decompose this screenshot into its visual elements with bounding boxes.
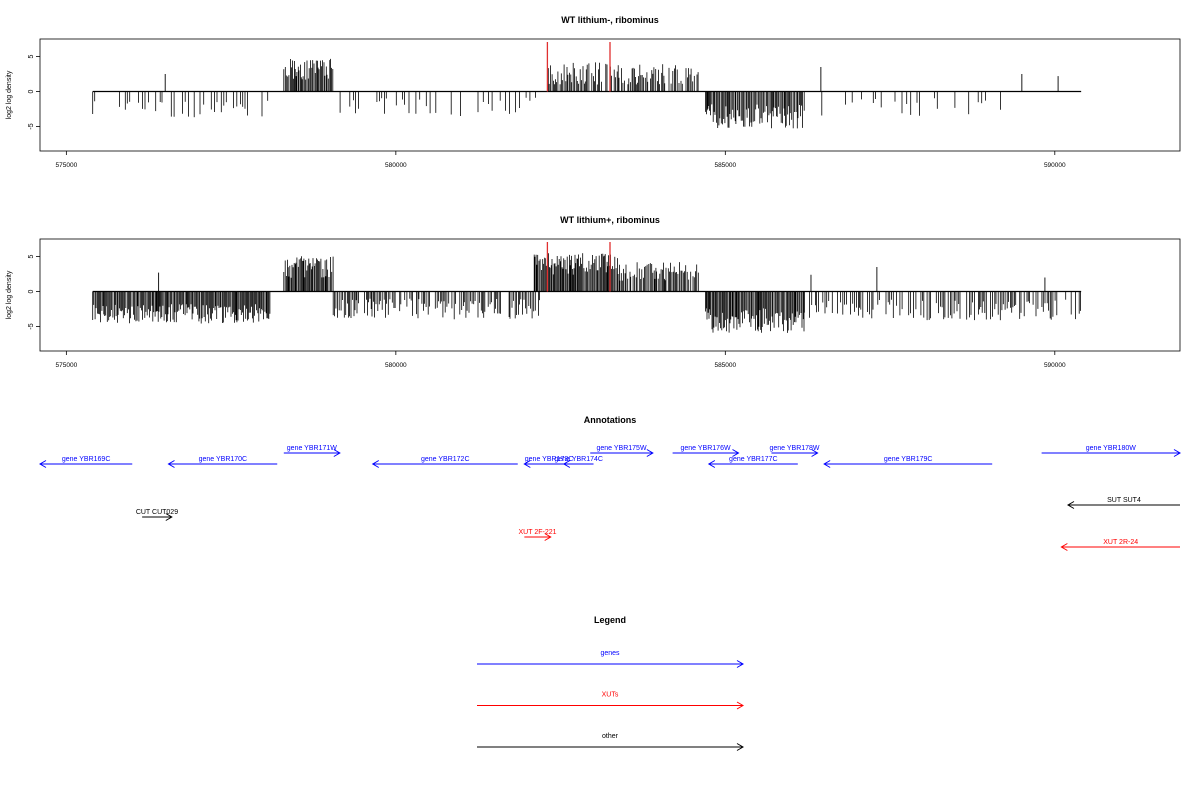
y-axis: -5 0 5 — [28, 54, 40, 130]
feature-label: CUT CUT029 — [136, 509, 178, 516]
y-axis: -5 0 5 — [28, 254, 40, 330]
x-axis: 575000 580000 585000 590000 — [56, 351, 1066, 369]
feature-label: gene YBR178W — [769, 445, 819, 452]
feature-label: gene YBR175W — [596, 445, 646, 452]
feature-label: gene YBR180W — [1086, 445, 1136, 452]
feature-arrow — [283, 449, 341, 457]
legend-label: genes — [600, 650, 620, 657]
x-tick-label: 575000 — [56, 162, 78, 169]
feature-arrow — [1060, 543, 1180, 551]
feature-arrow — [672, 449, 740, 457]
feature-arrow — [167, 460, 278, 468]
legend-title: Legend — [594, 615, 626, 625]
x-tick-label: 580000 — [385, 162, 407, 169]
y-tick-label: 5 — [28, 254, 35, 258]
feature-arrow — [590, 449, 654, 457]
legend-arrow — [477, 660, 744, 668]
feature-arrow — [1041, 449, 1181, 457]
feature-label: XUT 2R-24 — [1103, 539, 1138, 546]
feature-label: gene YBR177C — [729, 456, 778, 463]
density-bars — [92, 42, 1082, 129]
legend-items: genes XUTs other — [477, 650, 744, 751]
feature-arrow — [771, 449, 819, 457]
legend-label: XUTs — [602, 692, 619, 699]
y-tick-label: -5 — [28, 123, 35, 129]
feature-arrow — [707, 460, 798, 468]
feature-arrow — [562, 460, 594, 468]
x-tick-label: 590000 — [1044, 362, 1066, 369]
feature-arrow — [823, 460, 993, 468]
feature-arrows: gene YBR169C gene YBR170C gene YBR171W gene… — [39, 445, 1181, 551]
feature-label: gene YBR172C — [421, 456, 470, 463]
annotations-title: Annotations — [584, 415, 637, 425]
feature-arrow — [524, 533, 552, 541]
x-tick-label: 585000 — [714, 162, 736, 169]
y-tick-label: -5 — [28, 323, 35, 329]
panel-title: WT lithium+, ribominus — [560, 215, 660, 225]
legend-arrow — [477, 743, 744, 751]
feature-label: gene YBR169C — [62, 456, 111, 463]
legend: Legend genes XUTs other — [477, 615, 744, 751]
feature-arrow — [39, 460, 133, 468]
feature-label: gene YBR174C — [554, 456, 603, 463]
feature-label: gene YBR171W — [287, 445, 337, 452]
feature-arrow — [142, 513, 173, 521]
panel-title: WT lithium-, ribominus — [561, 15, 659, 25]
x-tick-label: 585000 — [714, 362, 736, 369]
legend-arrow — [477, 701, 744, 710]
feature-label: gene YBR173C — [525, 456, 574, 463]
x-axis: 575000 580000 585000 590000 — [56, 151, 1066, 169]
density-bars — [92, 242, 1082, 333]
panel-lithium-plus: WT lithium+, ribominus log2 log density … — [6, 215, 1181, 369]
x-tick-label: 580000 — [385, 362, 407, 369]
plot-frame — [39, 238, 1181, 352]
feature-label: gene YBR170C — [199, 456, 248, 463]
legend-label: other — [602, 733, 619, 740]
feature-arrow — [371, 460, 518, 468]
y-tick-label: 0 — [28, 89, 35, 93]
y-axis-label: log2 log density — [6, 70, 13, 119]
feature-label: gene YBR179C — [884, 456, 933, 463]
feature-label: gene YBR176W — [681, 445, 731, 452]
feature-arrow — [1066, 501, 1180, 509]
x-tick-label: 575000 — [56, 362, 78, 369]
x-tick-label: 590000 — [1044, 162, 1066, 169]
plot-frame — [39, 38, 1181, 152]
feature-label: XUT 2F-221 — [519, 529, 557, 536]
annotation-track: Annotations gene YBR169C gene YBR170Cgene… — [39, 415, 1181, 551]
panel-lithium-minus: WT lithium-, ribominus log2 log density … — [6, 15, 1181, 169]
feature-label: SUT SUT4 — [1107, 497, 1141, 504]
y-tick-label: 0 — [28, 289, 35, 293]
y-axis-label: log2 log density — [6, 270, 13, 319]
y-tick-label: 5 — [28, 54, 35, 58]
